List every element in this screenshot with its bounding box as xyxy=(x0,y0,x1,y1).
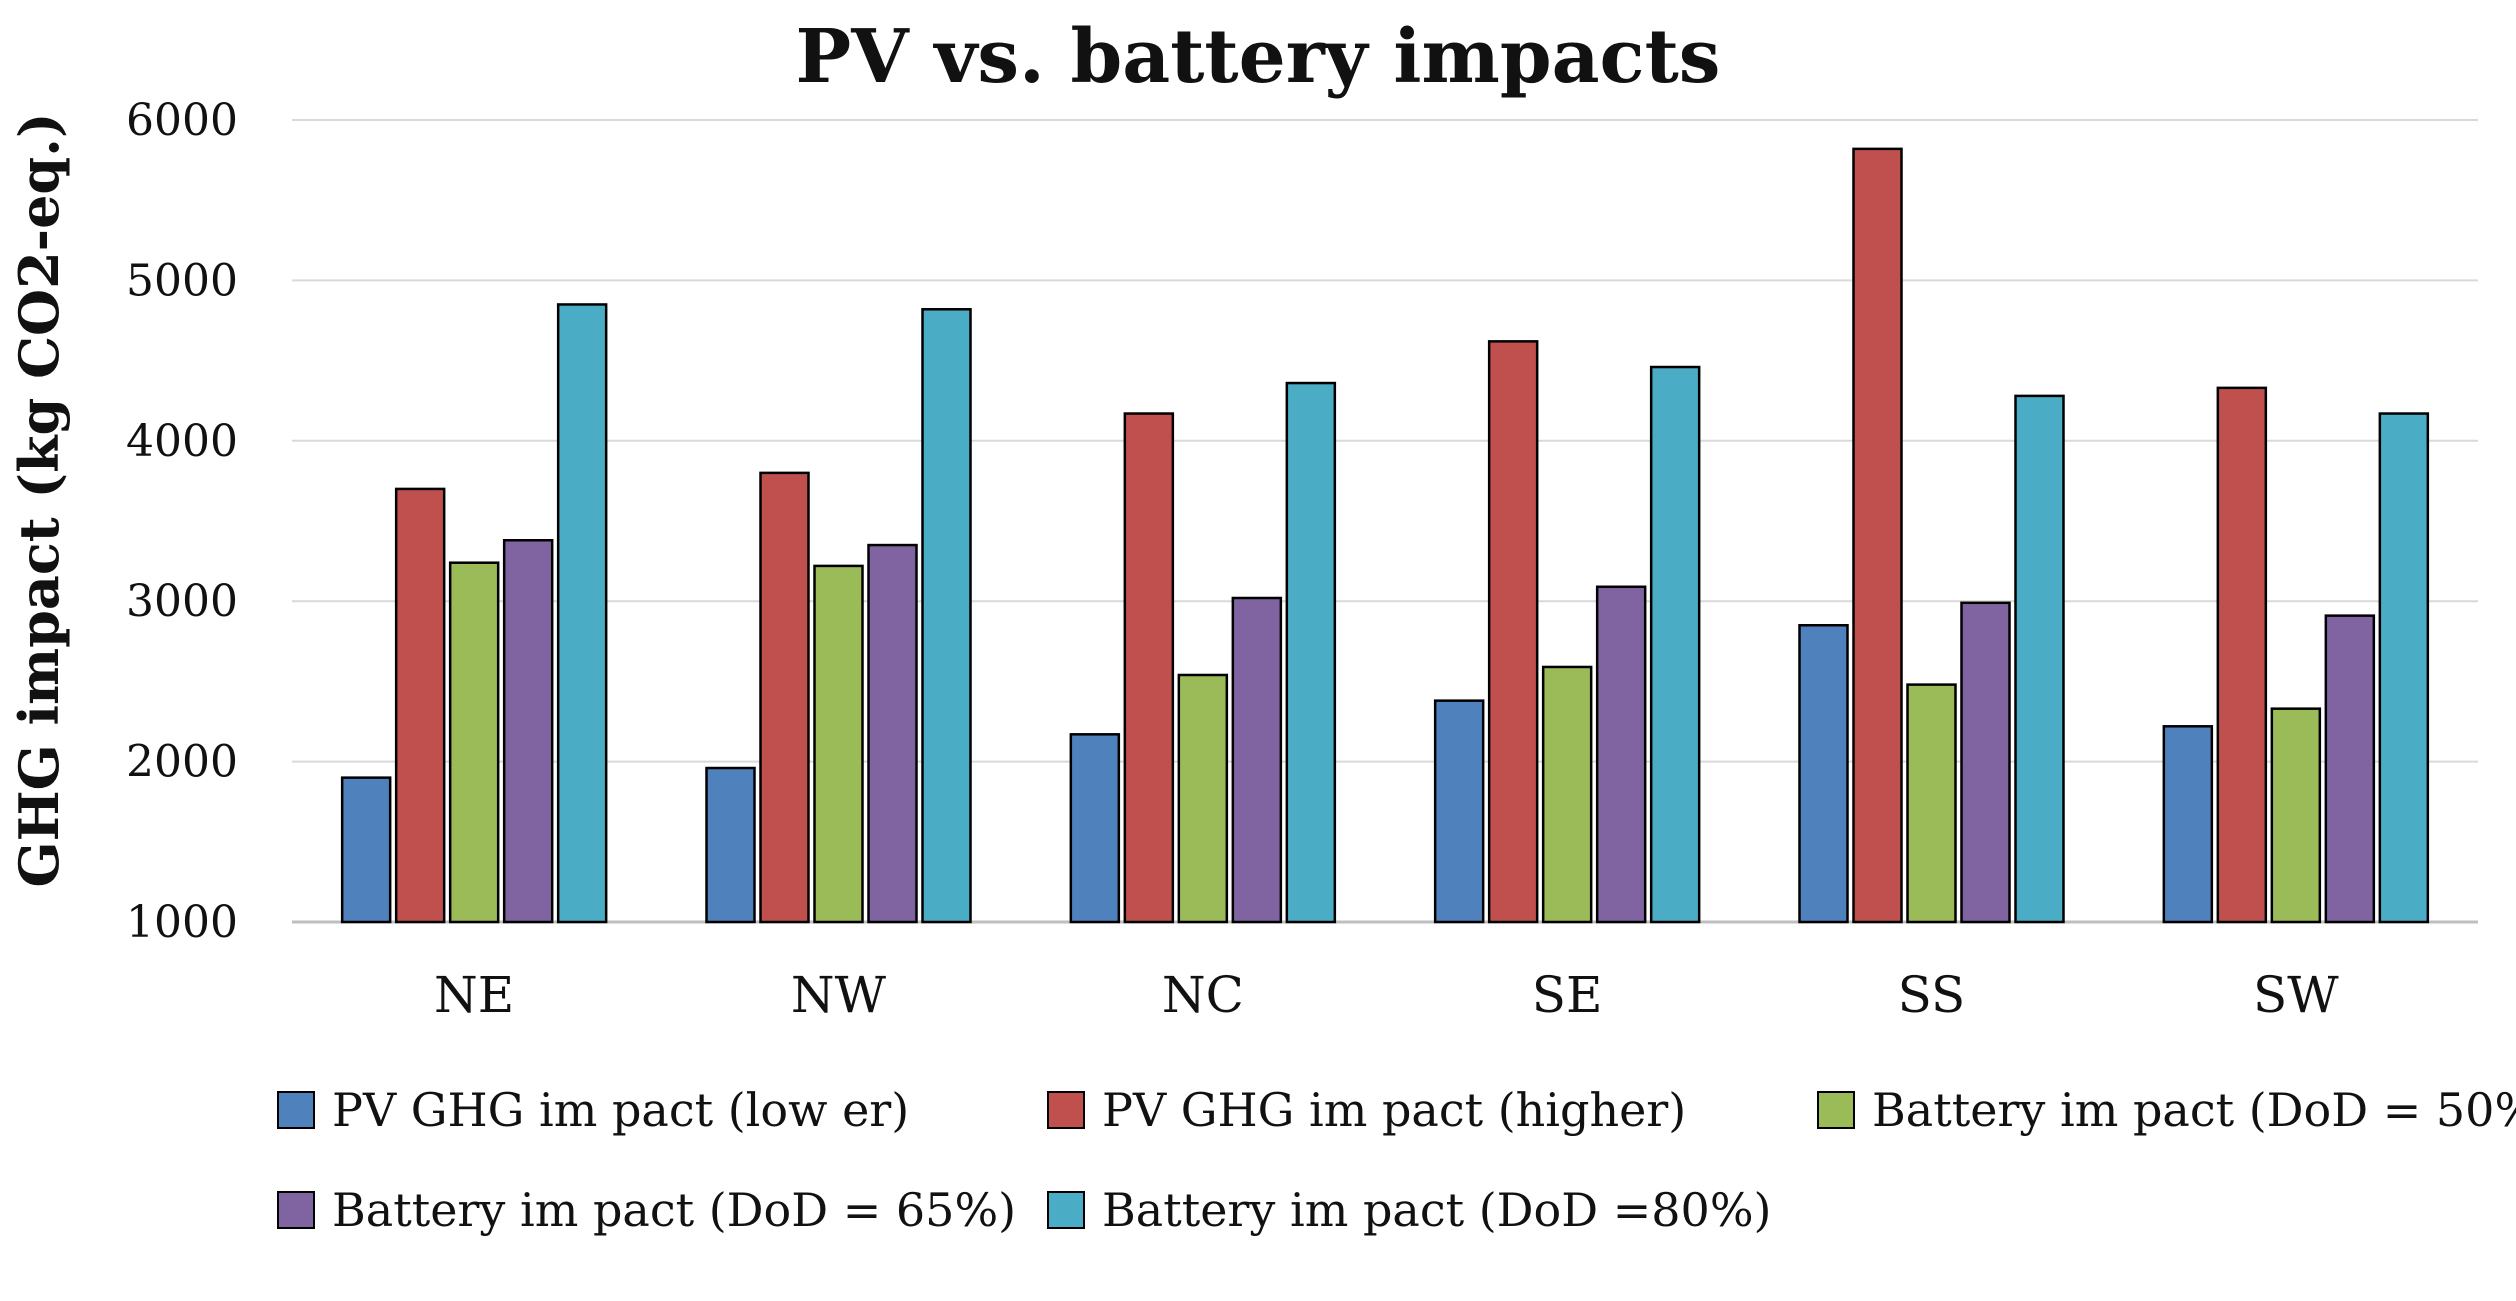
bar-ne-series-1 xyxy=(340,776,392,924)
bar-ne-series-3 xyxy=(448,561,500,924)
bar-ss-series-1 xyxy=(1798,624,1849,924)
bar-nw-series-5 xyxy=(921,308,972,924)
legend-swatch xyxy=(1047,1191,1085,1229)
x-category-label: NW xyxy=(791,966,887,1024)
legend-label: PV GHG im pact (higher) xyxy=(1102,1083,1686,1137)
y-axis-ticks: 1000 2000 3000 4000 5000 6000 xyxy=(126,95,238,948)
bar-nc-series-4 xyxy=(1231,596,1283,924)
legend-item: Battery im pact (DoD = 50%) xyxy=(1817,1083,2516,1137)
y-tick-label: 4000 xyxy=(126,416,238,467)
x-category-label: NE xyxy=(434,966,514,1024)
legend-label: PV GHG im pact (low er) xyxy=(332,1083,909,1137)
gridlines xyxy=(292,119,2478,924)
x-category-label: NC xyxy=(1162,966,1244,1024)
bar-ne-series-4 xyxy=(502,538,554,924)
bar-se-series-4 xyxy=(1595,585,1647,924)
bar-ss-series-5 xyxy=(2014,394,2065,924)
bar-nc-series-2 xyxy=(1123,412,1175,924)
y-tick-label: 6000 xyxy=(126,95,238,146)
bar-se-series-1 xyxy=(1433,699,1485,924)
bar-sw-series-4 xyxy=(2324,614,2376,924)
bar-ss-series-2 xyxy=(1852,147,1903,924)
x-category-label: SE xyxy=(1532,966,1603,1024)
bar-sw-series-5 xyxy=(2378,412,2430,924)
y-tick-label: 3000 xyxy=(126,576,238,627)
bar-sw-series-1 xyxy=(2162,725,2214,924)
bar-nw-series-4 xyxy=(867,543,918,924)
bar-ss-series-4 xyxy=(1960,601,2011,924)
y-tick-label: 5000 xyxy=(126,255,238,306)
x-category-label: SW xyxy=(2253,966,2339,1024)
legend-item: Battery im pact (DoD =80%) xyxy=(1047,1183,1771,1237)
y-tick-label: 1000 xyxy=(126,897,238,948)
legend-swatch xyxy=(1817,1091,1855,1129)
bar-ne-series-5 xyxy=(556,303,608,924)
bars xyxy=(340,147,2430,924)
legend-item: Battery im pact (DoD = 65%) xyxy=(277,1183,1016,1237)
legend-item: PV GHG im pact (low er) xyxy=(277,1083,909,1137)
bar-nc-series-5 xyxy=(1285,381,1337,924)
bar-nc-series-1 xyxy=(1069,733,1121,924)
x-axis-categories: NE NW NC SE SS SW xyxy=(434,966,2339,1024)
bar-sw-series-2 xyxy=(2216,386,2268,924)
bar-nc-series-3 xyxy=(1177,673,1229,924)
bar-sw-series-3 xyxy=(2270,707,2322,924)
bar-se-series-5 xyxy=(1649,365,1701,924)
bar-nw-series-2 xyxy=(759,471,810,924)
legend-swatch xyxy=(277,1191,315,1229)
y-axis-label: GHG impact (kg CO2-eq.) xyxy=(7,112,71,887)
bar-ne-series-2 xyxy=(394,487,446,924)
legend-swatch xyxy=(277,1091,315,1129)
bar-nw-series-1 xyxy=(705,766,756,924)
legend-label: Battery im pact (DoD =80%) xyxy=(1102,1183,1771,1237)
x-category-label: SS xyxy=(1898,966,1966,1024)
y-tick-label: 2000 xyxy=(126,737,238,788)
legend-label: Battery im pact (DoD = 65%) xyxy=(332,1183,1016,1237)
bar-se-series-2 xyxy=(1487,340,1539,924)
legend-swatch xyxy=(1047,1091,1085,1129)
chart-title: PV vs. battery impacts xyxy=(796,14,1721,100)
bar-ss-series-3 xyxy=(1906,683,1957,924)
legend: PV GHG im pact (low er) PV GHG im pact (h… xyxy=(277,1083,2516,1237)
legend-item: PV GHG im pact (higher) xyxy=(1047,1083,1686,1137)
legend-label: Battery im pact (DoD = 50%) xyxy=(1872,1083,2516,1137)
bar-se-series-3 xyxy=(1541,665,1593,924)
bar-nw-series-3 xyxy=(813,564,864,924)
